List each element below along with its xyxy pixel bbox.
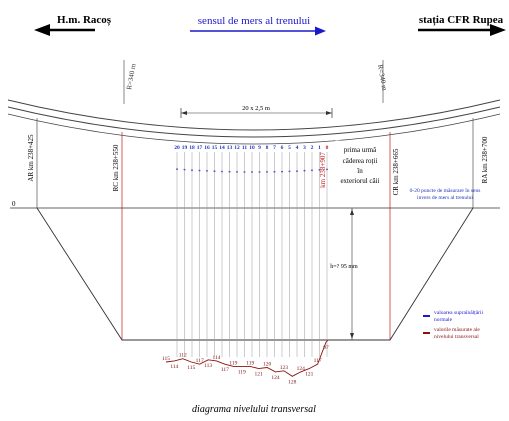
measured-value-label: 120: [263, 362, 272, 368]
point-number-label: 20: [174, 145, 180, 151]
point-number-label: 18: [189, 145, 195, 151]
rail-inner: [7, 106, 501, 138]
side-note-line-1: 0-20 puncte de măsurare în sens: [410, 188, 481, 194]
header-right-label: stația CFR Rupea: [419, 14, 504, 26]
side-note-line-2: invers de mers al trenului: [417, 195, 473, 201]
point-number-label: 2: [311, 145, 314, 151]
measured-value-label: 128: [288, 379, 297, 385]
point-number-label: 10: [249, 145, 255, 151]
km-markers: AR km 238+425 RC km 238+550 km 238+907 C…: [27, 118, 489, 340]
left-arrow-icon: [34, 24, 50, 36]
measured-value-label: 117: [314, 358, 322, 364]
point-number-label: 12: [234, 145, 240, 151]
header-left-label: H.m. Racoș: [57, 14, 112, 26]
cr-label: CR km 238+665: [392, 148, 400, 195]
ra-label: RA km 238+700: [481, 136, 489, 183]
legend-red-line-1: valorile măsurate ale: [434, 327, 480, 333]
measured-values: 1151141121151171131141171191191191211201…: [162, 345, 329, 385]
measured-value-label: 115: [187, 365, 195, 371]
side-note: 0-20 puncte de măsurare în sens invers d…: [410, 188, 481, 201]
measured-zigzag-line: [165, 339, 329, 377]
header-center-label: sensul de mers al trenului: [198, 15, 310, 27]
legend-red-line-2: nivelului transversal: [434, 334, 479, 340]
radius-left-label: R=340 m: [125, 62, 138, 90]
note-line-3: în: [356, 167, 363, 175]
measured-value-label: 124: [271, 375, 280, 381]
height-dimension: h=? 95 mm: [330, 208, 358, 340]
point-number-label: 7: [273, 145, 276, 151]
measured-profile: 1151141121151171131141171191191191211201…: [162, 339, 329, 385]
header: H.m. Racoș sensul de mers al trenului st…: [34, 14, 506, 36]
point-number-label: 1: [318, 145, 321, 151]
point-numbers: 20 19 18 17 16 15 14 13 12 11 10 9 8 7 6 5 4 3 2 1 0: [174, 145, 328, 151]
measured-value-label: 115: [162, 356, 170, 362]
zero-label: 0: [12, 200, 16, 208]
note-line-2: căderea roții: [343, 157, 378, 165]
point-number-label: 0: [326, 145, 329, 151]
legend-blue-line-2: normale: [434, 317, 453, 323]
radius-right: R=340 m: [376, 60, 389, 103]
track-curve: [7, 99, 501, 145]
point-number-label: 4: [296, 145, 299, 151]
measured-value-label: 112: [179, 353, 187, 359]
legend: valoarea supraînălțării normale valorile…: [423, 310, 483, 340]
ar-label: AR km 238+425: [27, 134, 35, 182]
point-number-label: 8: [266, 145, 269, 151]
measured-value-label: 121: [305, 372, 314, 378]
measured-value-label: 119: [229, 360, 237, 366]
measured-value-label: 124: [297, 366, 306, 372]
rail-outer: [7, 99, 501, 131]
measured-value-label: 117: [196, 358, 204, 364]
point-number-label: 3: [303, 145, 306, 151]
measured-value-label: 113: [204, 363, 212, 369]
point-number-label: 13: [227, 145, 233, 151]
point-number-label: 6: [281, 145, 284, 151]
pk-label: km 238+907: [319, 152, 327, 188]
measured-value-label: 119: [238, 369, 246, 375]
legend-blue-line-1: valoarea supraînălțării: [434, 310, 483, 316]
span-label: 20 x 2,5 m: [242, 105, 270, 112]
rail-edge: [7, 113, 501, 145]
point-number-label: 15: [212, 145, 218, 151]
measured-value-label: 97: [323, 345, 329, 351]
radius-left: R=340 m: [123, 60, 138, 104]
note-line-1: prima urmă: [344, 146, 377, 154]
measured-value-label: 114: [212, 355, 220, 361]
point-number-label: 17: [197, 145, 203, 151]
measured-value-label: 114: [170, 364, 178, 370]
first-fall-note: prima urmă căderea roții în exteriorul c…: [335, 140, 387, 186]
measured-value-label: 121: [254, 372, 263, 378]
right-arrow-icon: [490, 24, 506, 36]
rc-label: RC km 238+550: [112, 144, 120, 191]
measured-value-label: 123: [280, 365, 289, 371]
height-label: h=? 95 mm: [330, 264, 358, 270]
drop-lines: [176, 152, 328, 357]
point-number-label: 19: [182, 145, 188, 151]
point-number-label: 5: [288, 145, 291, 151]
span-dimension: 20 x 2,5 m: [180, 105, 333, 118]
diagram-caption: diagrama nivelului transversal: [192, 404, 316, 415]
point-number-label: 16: [204, 145, 210, 151]
radius-right-label: R=340 m: [376, 64, 389, 92]
superelevation-trapezoid: [36, 207, 474, 341]
center-arrow-icon: [315, 26, 326, 36]
point-number-label: 14: [219, 145, 225, 151]
measured-value-label: 117: [221, 367, 229, 373]
point-number-label: 9: [258, 145, 261, 151]
point-number-label: 11: [242, 145, 247, 151]
measured-value-label: 119: [246, 360, 254, 366]
level-diagram: 0: [10, 152, 500, 357]
note-line-4: exteriorul căii: [340, 177, 379, 185]
